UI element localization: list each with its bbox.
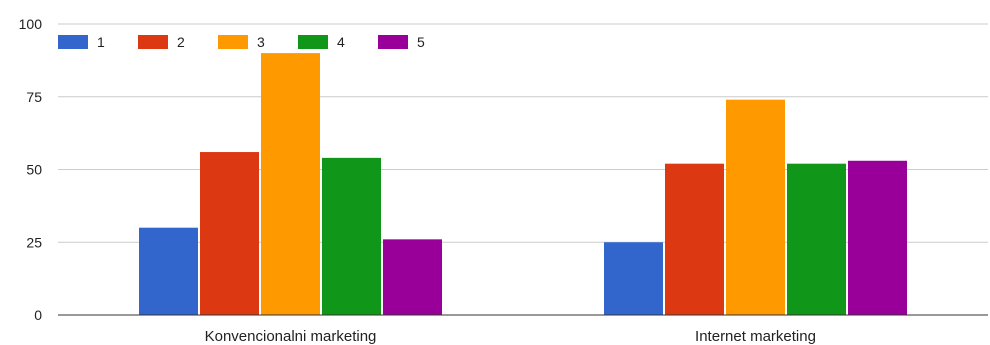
x-category-label: Internet marketing	[695, 328, 816, 345]
legend-swatch	[298, 35, 328, 49]
y-tick-label: 25	[26, 234, 42, 250]
bar-series-3-konvencionalni	[261, 53, 320, 315]
legend-label: 1	[97, 34, 105, 50]
bar-series-4-konvencionalni	[322, 157, 381, 315]
legend-swatch	[138, 35, 168, 49]
legend-label: 4	[337, 34, 345, 50]
legend: 1 2 3 4 5	[58, 34, 425, 50]
y-tick-label: 50	[26, 162, 42, 178]
legend-label: 5	[417, 34, 425, 50]
x-axis-labels: Konvencionalni marketing Internet marketi…	[205, 328, 816, 345]
bar-series-3-internet	[726, 99, 785, 315]
y-axis-ticks: 0 25 50 75 100	[19, 16, 43, 323]
x-category-label: Konvencionalni marketing	[205, 328, 377, 345]
legend-item-4: 4	[298, 34, 345, 50]
bar-series-2-internet	[665, 163, 724, 315]
y-tick-label: 100	[19, 16, 43, 32]
bar-series-5-internet	[848, 160, 907, 315]
legend-item-3: 3	[218, 34, 265, 50]
bar-series-1-konvencionalni	[139, 227, 198, 315]
bar-series-2-konvencionalni	[200, 152, 259, 315]
bar-series-1-internet	[604, 242, 663, 315]
y-tick-label: 75	[26, 89, 42, 105]
bars	[139, 53, 907, 315]
legend-swatch	[58, 35, 88, 49]
legend-item-1: 1	[58, 34, 105, 50]
legend-swatch	[378, 35, 408, 49]
legend-swatch	[218, 35, 248, 49]
legend-item-2: 2	[138, 34, 185, 50]
legend-label: 2	[177, 34, 185, 50]
legend-label: 3	[257, 34, 265, 50]
bar-series-4-internet	[787, 163, 846, 315]
legend-item-5: 5	[378, 34, 425, 50]
y-tick-label: 0	[34, 307, 42, 323]
bar-series-5-konvencionalni	[383, 239, 442, 315]
